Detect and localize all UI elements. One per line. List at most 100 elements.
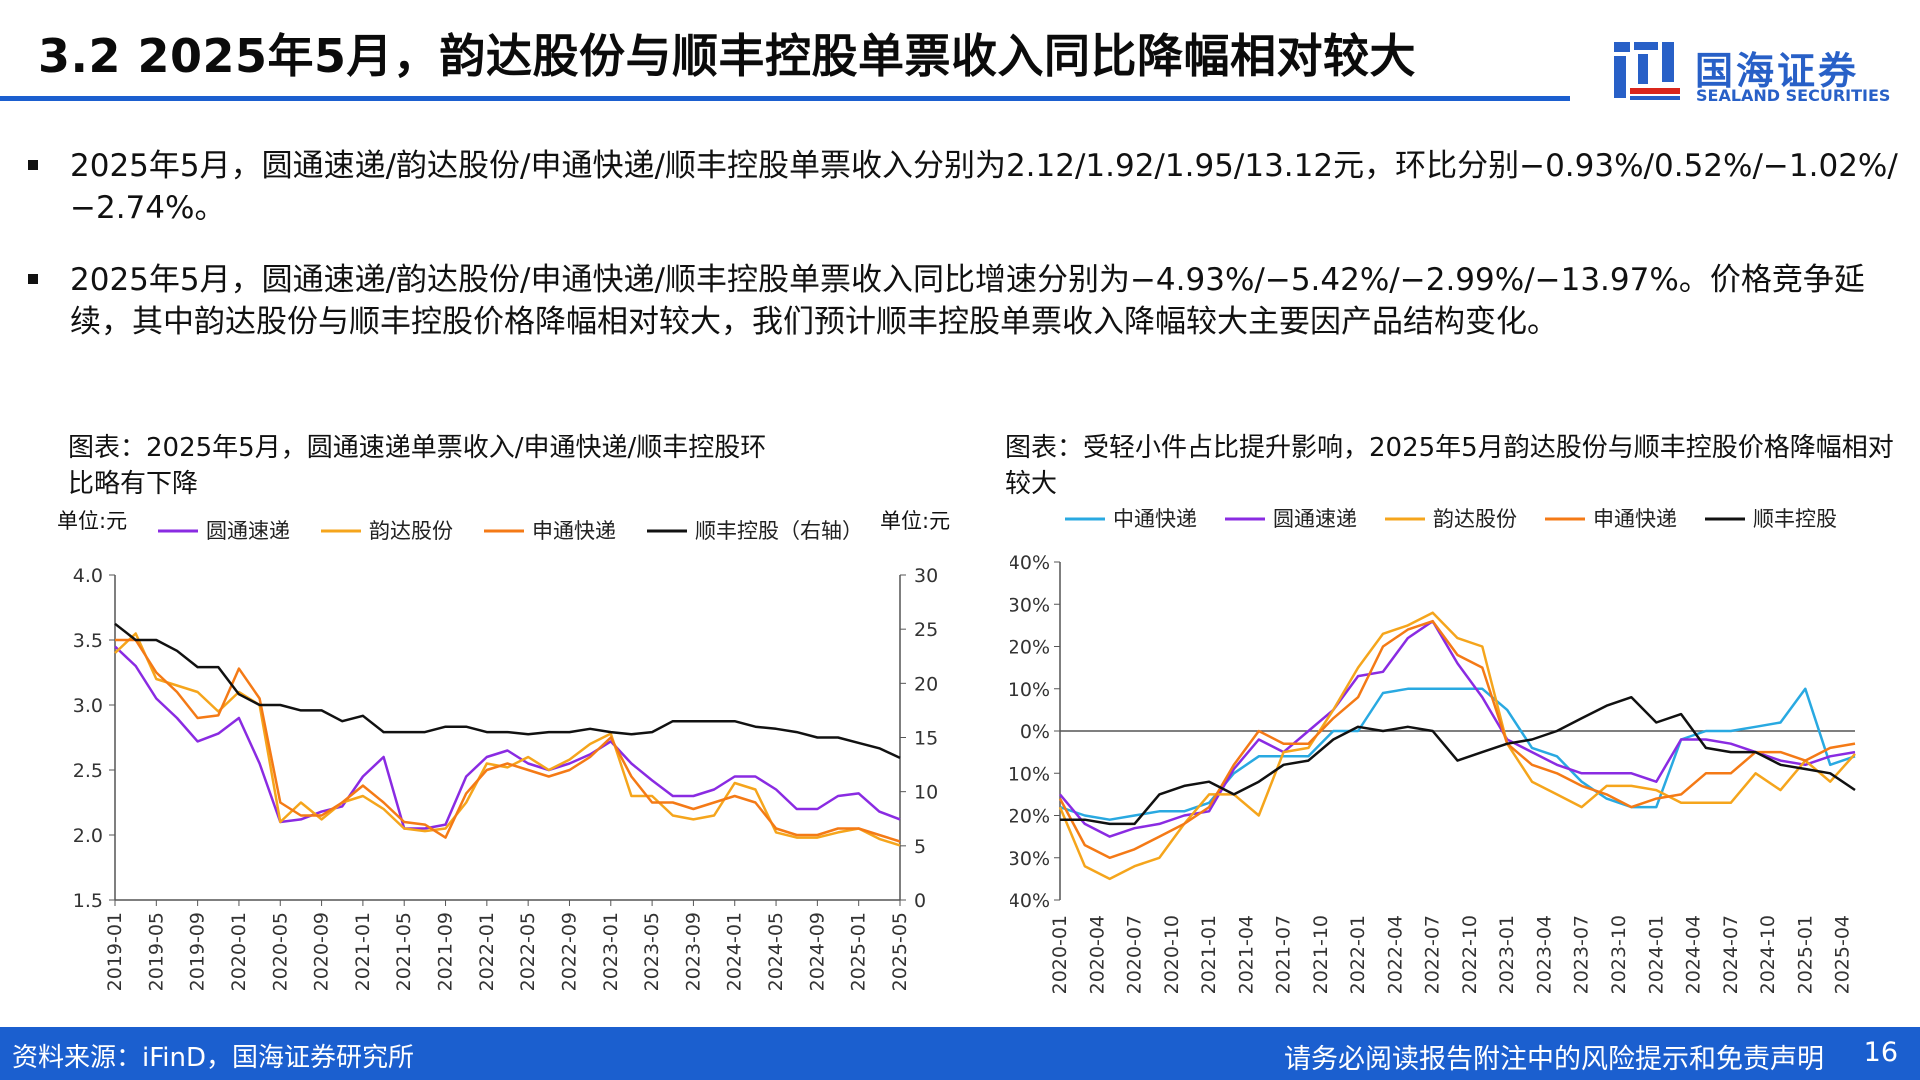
legend-label: 中通快递 <box>1113 507 1197 531</box>
x-tick-label: 2024-05 <box>765 912 787 991</box>
x-tick-label: 2025-05 <box>889 912 911 991</box>
y-tick-label: 2.5 <box>73 760 103 782</box>
legend-label: 申通快递 <box>532 519 616 543</box>
x-tick-label: 2024-01 <box>1645 915 1667 994</box>
x-tick-label: 2019-09 <box>187 912 209 991</box>
x-tick-label: 2023-01 <box>1496 915 1518 994</box>
x-tick-label: 2021-07 <box>1273 915 1295 994</box>
x-tick-label: 2023-09 <box>682 912 704 991</box>
chart1: 单位:元 单位:元 圆通速递 韵达股份 申通快递 顺丰控股（右轴） 4.0 3.5 3.0 2.5… <box>57 509 950 991</box>
bullet-marker <box>28 160 38 170</box>
x-tick-label: 2022-05 <box>517 912 539 991</box>
x-tick-label: 2019-05 <box>145 912 167 991</box>
y-tick-label: 3.0 <box>73 695 103 717</box>
y2-tick-label: 10 <box>914 782 938 804</box>
x-tick-label: 2020-01 <box>1049 915 1071 994</box>
y2-tick-label: 25 <box>914 619 938 641</box>
bullet-list: 2025年5月，圆通速递/韵达股份/申通快递/顺丰控股单票收入分别为2.12/1… <box>28 145 1908 373</box>
x-tick-label: 2020-09 <box>311 912 333 991</box>
x-tick-label: 2022-04 <box>1384 915 1406 994</box>
x-tick-label: 2023-04 <box>1533 915 1555 994</box>
y2-tick-label: 0 <box>914 890 926 912</box>
x-tick-label: 2021-09 <box>435 912 457 991</box>
x-tick-label: 2020-04 <box>1086 915 1108 994</box>
y-tick-label: 10% <box>1010 679 1050 701</box>
left-axis-unit: 单位:元 <box>57 509 127 533</box>
x-tick-label: 2024-04 <box>1683 915 1705 994</box>
x-tick-label: 2020-07 <box>1124 915 1146 994</box>
x-tick-label: 2020-10 <box>1161 915 1183 994</box>
y-tick-label: 3.5 <box>73 630 103 652</box>
x-tick-label: 2022-07 <box>1422 915 1444 994</box>
x-tick-label: 2022-01 <box>1347 915 1369 994</box>
right-axis-unit: 单位:元 <box>880 509 950 533</box>
series-line <box>115 638 901 843</box>
x-tick-label: 2025-04 <box>1832 915 1854 994</box>
x-tick-label: 2021-10 <box>1310 915 1332 994</box>
y-tick-label: 2.0 <box>73 825 103 847</box>
title-rule <box>0 96 1570 101</box>
x-tick-label: 2023-01 <box>600 912 622 991</box>
chart2-title: 图表：受轻小件占比提升影响，2025年5月韵达股份与顺丰控股价格降幅相对较大 <box>1005 433 1894 499</box>
series-line <box>1058 611 1856 881</box>
x-tick-label: 2025-01 <box>848 912 870 991</box>
series-line <box>1060 695 1856 826</box>
series-line <box>1058 619 1856 860</box>
y-tick-label: 30% <box>1010 594 1050 616</box>
x-tick-label: 2019-01 <box>104 912 126 991</box>
page-number: 16 <box>1863 1037 1898 1068</box>
y-tick-label: -30% <box>1010 848 1050 870</box>
x-tick-label: 2024-01 <box>724 912 746 991</box>
x-tick-label: 2024-09 <box>806 912 828 991</box>
x-tick-label: 2021-05 <box>393 912 415 991</box>
x-tick-label: 2023-05 <box>641 912 663 991</box>
x-tick-label: 2021-04 <box>1235 915 1257 994</box>
bullet-text: 2025年5月，圆通速递/韵达股份/申通快递/顺丰控股单票收入同比增速分别为−4… <box>70 262 1865 340</box>
chart1-title: 图表：2025年5月，圆通速递单票收入/申通快递/顺丰控股环比略有下降 <box>68 433 767 499</box>
x-tick-label: 2022-01 <box>476 912 498 991</box>
legend-label: 韵达股份 <box>1433 507 1517 531</box>
y-tick-label: -20% <box>1010 806 1050 828</box>
bullet-text: 2025年5月，圆通速递/韵达股份/申通快递/顺丰控股单票收入分别为2.12/1… <box>70 148 1898 226</box>
y2-tick-label: 15 <box>914 728 938 750</box>
footer-bar: 资料来源：iFinD，国海证券研究所 请务必阅读报告附注中的风险提示和免责声明 … <box>0 1027 1920 1080</box>
x-tick-label: 2021-01 <box>1198 915 1220 994</box>
y2-tick-label: 20 <box>914 673 938 695</box>
disclaimer-link[interactable]: 请务必阅读报告附注中的风险提示和免责声明 <box>1284 1044 1824 1075</box>
series-line <box>114 632 901 847</box>
y2-tick-label: 5 <box>914 836 926 858</box>
bullet-item: 2025年5月，圆通速递/韵达股份/申通快递/顺丰控股单票收入分别为2.12/1… <box>28 145 1908 229</box>
x-tick-label: 2022-10 <box>1459 915 1481 994</box>
page-title: 3.2 2025年5月，韵达股份与顺丰控股单票收入同比降幅相对较大 <box>38 29 1417 83</box>
x-tick-label: 2024-07 <box>1720 915 1742 994</box>
logo-text-cn: 国海证券 <box>1695 49 1860 93</box>
x-tick-label: 2022-09 <box>558 912 580 991</box>
source-note: 资料来源：iFinD，国海证券研究所 <box>12 1043 415 1073</box>
legend-label: 圆通速递 <box>1273 507 1357 531</box>
bullet-marker <box>28 274 38 284</box>
y2-tick-label: 30 <box>914 565 938 587</box>
bullet-item: 2025年5月，圆通速递/韵达股份/申通快递/顺丰控股单票收入同比增速分别为−4… <box>28 259 1908 343</box>
y-tick-label: 0% <box>1020 721 1050 743</box>
x-tick-label: 2023-10 <box>1608 915 1630 994</box>
x-tick-label: 2025-01 <box>1794 915 1816 994</box>
sealand-logo-icon <box>1614 42 1680 100</box>
legend-label: 圆通速递 <box>206 519 290 543</box>
y-tick-label: 4.0 <box>73 565 103 587</box>
y-tick-label: 20% <box>1010 637 1050 659</box>
y-tick-label: 40% <box>1010 552 1050 574</box>
x-tick-label: 2024-10 <box>1757 915 1779 994</box>
y-tick-label: 1.5 <box>73 890 103 912</box>
series-line <box>114 645 901 830</box>
x-tick-label: 2023-07 <box>1571 915 1593 994</box>
x-tick-label: 2020-05 <box>269 912 291 991</box>
legend-label: 韵达股份 <box>369 519 453 543</box>
x-tick-label: 2021-01 <box>352 912 374 991</box>
company-logo: 国海证券 SEALAND SECURITIES <box>1610 36 1900 106</box>
series-line <box>1059 687 1856 821</box>
x-tick-label: 2020-01 <box>228 912 250 991</box>
legend-label: 申通快递 <box>1593 507 1677 531</box>
logo-text-en: SEALAND SECURITIES <box>1696 86 1891 105</box>
series-line <box>114 622 901 760</box>
legend-label: 顺丰控股 <box>1753 507 1837 531</box>
